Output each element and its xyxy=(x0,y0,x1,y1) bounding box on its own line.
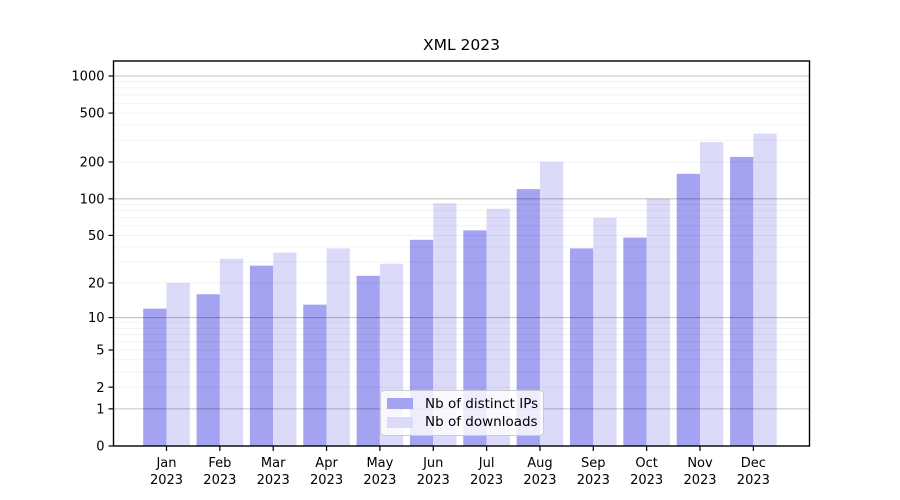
bar-ips-nov xyxy=(676,173,700,446)
y-tick-label: 5 xyxy=(96,344,104,359)
bar-ips-sep xyxy=(570,248,594,446)
x-tick-label-month: Mar xyxy=(261,456,286,471)
bar-downloads-nov xyxy=(700,142,724,446)
y-tick-label: 2 xyxy=(96,381,104,396)
bar-ips-aug xyxy=(516,189,540,446)
x-tick-label-year: 2023 xyxy=(257,473,290,488)
bar-downloads-oct xyxy=(646,198,670,446)
bar-downloads-jul xyxy=(486,208,510,446)
bar-ips-dec xyxy=(730,156,754,446)
bar-ips-feb xyxy=(196,294,220,446)
x-tick-label-month: Nov xyxy=(687,456,713,471)
x-tick-label-year: 2023 xyxy=(363,473,396,488)
bar-downloads-sep xyxy=(593,217,617,446)
bar-ips-jan xyxy=(143,308,167,446)
x-tick-label-year: 2023 xyxy=(310,473,343,488)
y-tick-label: 200 xyxy=(80,156,105,171)
bar-downloads-dec xyxy=(753,133,777,446)
legend-item-distinct-ips: Nb of distinct IPs xyxy=(387,395,539,412)
bar-ips-apr xyxy=(303,304,327,446)
legend-label-distinct-ips: Nb of distinct IPs xyxy=(425,395,539,412)
x-tick-label-month: Jul xyxy=(478,456,495,471)
bar-ips-mar xyxy=(249,265,274,446)
bar-downloads-mar xyxy=(273,252,297,446)
bar-ips-may xyxy=(356,275,380,446)
x-tick-label-year: 2023 xyxy=(150,473,183,488)
x-tick-label-month: Oct xyxy=(635,456,657,471)
y-tick-label: 1 xyxy=(96,402,104,417)
x-tick-label-year: 2023 xyxy=(523,473,556,488)
y-tick-label: 50 xyxy=(88,229,105,244)
x-tick-label-year: 2023 xyxy=(470,473,503,488)
x-tick-label-year: 2023 xyxy=(577,473,610,488)
bar-downloads-apr xyxy=(326,248,350,446)
x-tick-label-month: Dec xyxy=(741,456,766,471)
y-tick-label: 1000 xyxy=(71,70,104,85)
y-tick-label: 20 xyxy=(88,277,105,292)
y-tick-label: 0 xyxy=(96,440,104,455)
x-tick-label-year: 2023 xyxy=(630,473,663,488)
chart-title: XML 2023 xyxy=(422,36,500,54)
bar-ips-oct xyxy=(623,237,647,446)
bar-downloads-jan xyxy=(166,282,190,446)
y-tick-label: 500 xyxy=(80,107,105,122)
x-tick-label-month: Aug xyxy=(527,456,552,471)
x-tick-label-year: 2023 xyxy=(203,473,236,488)
bar-downloads-jun xyxy=(433,203,457,446)
x-tick-label-year: 2023 xyxy=(683,473,716,488)
axes-frame xyxy=(112,60,811,447)
x-tick-label-year: 2023 xyxy=(737,473,770,488)
y-tick-label: 10 xyxy=(88,311,105,326)
x-tick-label-year: 2023 xyxy=(417,473,450,488)
x-tick-label-month: Jan xyxy=(155,456,176,471)
x-tick-label-month: Sep xyxy=(581,456,606,471)
legend-swatch-distinct-ips-icon xyxy=(387,398,413,410)
x-tick-label-month: May xyxy=(366,456,393,471)
legend-swatch-downloads-icon xyxy=(387,416,413,428)
bar-downloads-aug xyxy=(539,161,564,446)
legend: Nb of distinct IPs Nb of downloads xyxy=(380,390,544,436)
bar-downloads-feb xyxy=(219,258,244,446)
x-tick-label-month: Apr xyxy=(315,456,338,471)
legend-item-downloads: Nb of downloads xyxy=(387,414,538,431)
x-tick-label-month: Feb xyxy=(208,456,231,471)
y-tick-label: 100 xyxy=(80,192,105,207)
x-tick-label-month: Jun xyxy=(422,456,443,471)
legend-label-downloads: Nb of downloads xyxy=(425,414,538,431)
